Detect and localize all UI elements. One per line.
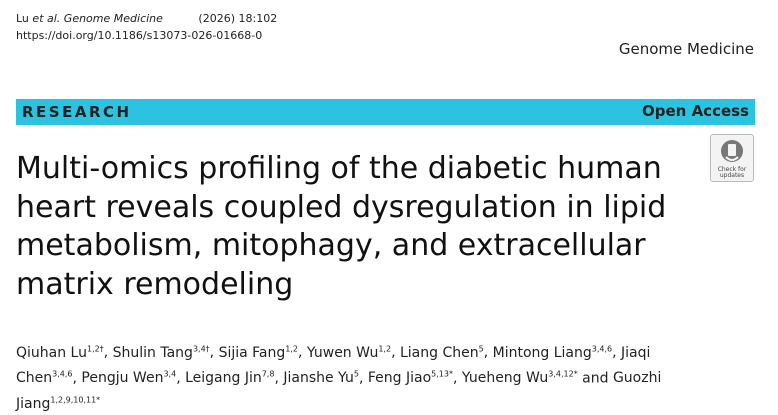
separator: , bbox=[274, 370, 284, 387]
author: Mintong Liang3,4,6 bbox=[492, 344, 613, 361]
author: Qiuhan Lu1,2† bbox=[16, 344, 104, 361]
author-name: Yueheng Wu bbox=[461, 370, 549, 387]
badge-text: Check for updates bbox=[717, 166, 747, 179]
title: Multi-omics profiling of the diabetic hu… bbox=[16, 150, 666, 304]
volume: (2026) 18:102 bbox=[198, 12, 278, 25]
author-affiliation: 3,4,6 bbox=[52, 369, 73, 379]
et-al: et al. bbox=[32, 12, 61, 25]
author-name: Sijia Fang bbox=[218, 344, 286, 361]
authors: Qiuhan Lu1,2†, Shulin Tang3,4†, Sijia Fa… bbox=[16, 338, 686, 415]
author-name: Shulin Tang bbox=[112, 344, 193, 361]
author-name: Jiaqi Chen bbox=[16, 344, 651, 387]
separator: , bbox=[452, 370, 462, 387]
author: Leigang Jin7,8 bbox=[185, 369, 275, 387]
title-line: heart reveals coupled dysregulation in l… bbox=[16, 189, 667, 225]
check-updates-badge[interactable]: Check for updates bbox=[710, 134, 754, 182]
separator: , bbox=[176, 370, 186, 387]
page: Lu et al. Genome Medicine (2026) 18:102 … bbox=[16, 12, 755, 412]
author-affiliation: 3,4 bbox=[163, 369, 177, 379]
badge-icon bbox=[721, 140, 743, 162]
author: Pengju Wen3,4 bbox=[81, 369, 177, 387]
author-affiliation: 1,2,9,10,11* bbox=[50, 395, 101, 405]
author-name: Mintong Liang bbox=[492, 344, 592, 361]
separator: , bbox=[209, 344, 219, 361]
doi[interactable]: https://doi.org/10.1186/s13073-026-01668… bbox=[16, 29, 263, 42]
author-affiliation: 5 bbox=[478, 344, 484, 353]
separator: and bbox=[577, 370, 613, 387]
journal-name: Genome Medicine bbox=[618, 40, 754, 58]
article-type: RESEARCH bbox=[22, 103, 132, 121]
author-name: Yuwen Wu bbox=[306, 344, 379, 361]
author: Feng Jiao5,13* bbox=[367, 369, 453, 387]
author-name: Liang Chen bbox=[399, 344, 479, 361]
author: Sijia Fang1,2 bbox=[218, 344, 299, 361]
author-affiliation: 5,13* bbox=[431, 369, 453, 379]
journal-italic: Genome Medicine bbox=[63, 12, 163, 25]
author: Jianshe Yu5 bbox=[283, 369, 359, 387]
author-short: Lu bbox=[16, 12, 29, 25]
separator: , bbox=[298, 344, 307, 361]
author-affiliation: 3,4,6 bbox=[591, 344, 613, 353]
separator: , bbox=[103, 344, 113, 361]
author: Jiaqi Chen3,4,6 bbox=[16, 345, 650, 387]
author-name: Jianshe Yu bbox=[283, 370, 354, 387]
separator: , bbox=[612, 344, 622, 361]
author-affiliation: 1,2 bbox=[285, 344, 299, 353]
author: Shulin Tang3,4† bbox=[112, 344, 210, 361]
open-access: Open Access bbox=[642, 102, 749, 120]
author: Yueheng Wu3,4,12* bbox=[461, 369, 578, 387]
author-name: Feng Jiao bbox=[367, 370, 432, 387]
separator: , bbox=[483, 344, 493, 361]
banner: RESEARCH Open Access bbox=[16, 99, 755, 125]
separator: , bbox=[391, 344, 400, 361]
author: Yuwen Wu1,2 bbox=[306, 344, 392, 361]
author-name: Qiuhan Lu bbox=[16, 344, 87, 361]
separator: , bbox=[358, 370, 368, 387]
author-name: Leigang Jin bbox=[185, 370, 262, 387]
title-line: Multi-omics profiling of the diabetic hu… bbox=[16, 151, 662, 186]
author-affiliation: 1,2 bbox=[378, 344, 392, 353]
title-line: matrix remodeling bbox=[16, 266, 294, 302]
author-affiliation: 7,8 bbox=[261, 369, 275, 379]
author-affiliation: 5 bbox=[353, 369, 359, 379]
author-affiliation: 3,4,12* bbox=[548, 369, 578, 379]
citation: Lu et al. Genome Medicine (2026) 18:102 bbox=[16, 12, 277, 25]
author-affiliation: 1,2† bbox=[86, 344, 104, 353]
author: Liang Chen5 bbox=[399, 344, 484, 361]
title-line: metabolism, mitophagy, and extracellular bbox=[16, 228, 646, 263]
author-affiliation: 3,4† bbox=[192, 344, 210, 353]
separator: , bbox=[72, 370, 82, 387]
author-name: Pengju Wen bbox=[81, 370, 164, 387]
